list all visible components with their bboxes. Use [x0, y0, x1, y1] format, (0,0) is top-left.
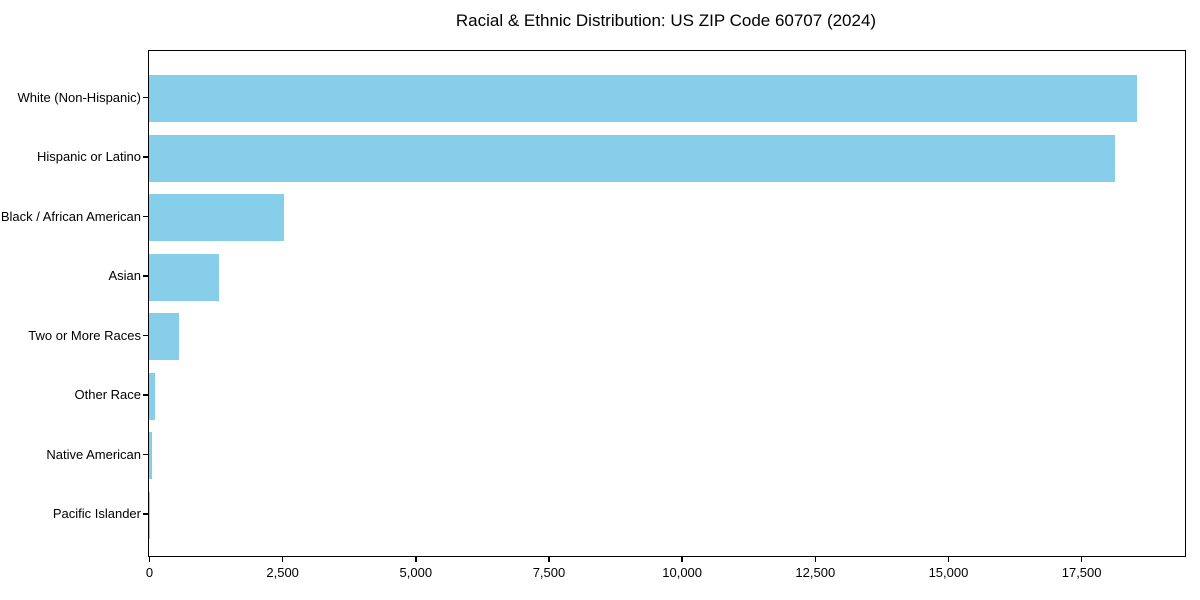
- x-axis-tick-label: 7,500: [532, 565, 566, 580]
- x-axis-tick: [415, 556, 417, 562]
- y-axis-tick: [143, 334, 148, 337]
- y-axis-label: Pacific Islander: [52, 506, 141, 521]
- bar-white-non-hispanic: [149, 75, 1138, 122]
- y-axis-label: Native American: [46, 446, 141, 462]
- x-axis-tick-label: 0: [145, 565, 154, 580]
- y-axis-label: Two or More Races: [28, 327, 141, 343]
- bar-pacific-islander: [149, 491, 150, 539]
- x-axis-tick: [681, 556, 683, 562]
- y-axis-tick: [143, 453, 148, 456]
- bar-black-african-american: [149, 194, 285, 241]
- y-axis-tick: [143, 275, 148, 277]
- x-axis-tick: [148, 556, 151, 562]
- y-axis-label: Asian: [108, 268, 141, 283]
- y-axis-label: Other Race: [74, 387, 141, 402]
- y-axis-label: Black / African American: [0, 208, 141, 224]
- chart-title: Racial & Ethnic Distribution: US ZIP Cod…: [455, 11, 877, 30]
- x-axis-tick-label: 15,000: [928, 565, 969, 580]
- x-axis-tick: [1080, 556, 1083, 562]
- x-axis-tick-label: 17,500: [1061, 565, 1102, 580]
- x-axis-tick-label: 2,500: [266, 565, 299, 580]
- x-axis-tick-label: 12,500: [795, 565, 836, 580]
- x-axis-tick-label: 10,000: [662, 565, 703, 580]
- bar-other-race: [149, 372, 156, 420]
- y-axis-tick: [143, 156, 148, 158]
- bar-asian: [149, 253, 220, 301]
- plot-area: [148, 50, 1186, 557]
- bar-two-or-more-races: [149, 313, 179, 360]
- bar-hispanic-or-latino: [149, 134, 1116, 182]
- y-axis-tick: [143, 394, 148, 396]
- x-axis-tick: [947, 556, 950, 562]
- x-axis-tick: [281, 556, 284, 562]
- y-axis-tick: [143, 215, 148, 218]
- y-axis-label: White (Non-Hispanic): [17, 89, 141, 105]
- x-axis-tick: [814, 556, 817, 562]
- x-axis-tick: [548, 556, 550, 562]
- x-axis-tick-label: 5,000: [399, 565, 433, 580]
- bar-native-american: [149, 432, 153, 479]
- y-axis-tick: [143, 513, 148, 515]
- y-axis-tick: [143, 96, 148, 99]
- y-axis-label: Hispanic or Latino: [36, 149, 141, 164]
